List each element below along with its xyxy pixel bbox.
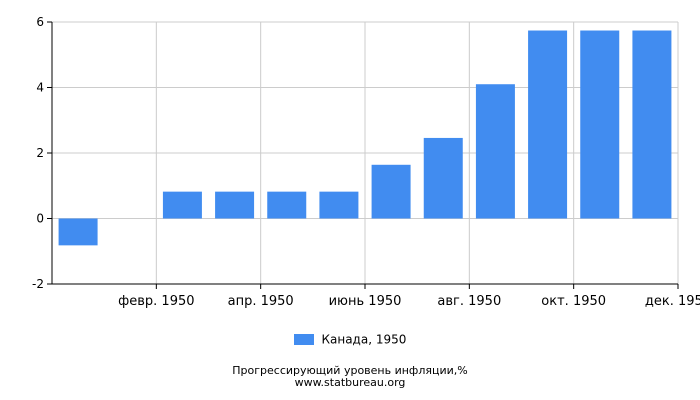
y-tick-label: 2	[36, 146, 44, 160]
y-tick-label: 6	[36, 15, 44, 29]
legend-swatch	[293, 334, 314, 345]
bar	[162, 191, 202, 219]
x-tick-label: июнь 1950	[329, 294, 402, 309]
chart-title: Прогрессирующий уровень инфляции,%	[232, 364, 468, 377]
x-axis-ticks: февр. 1950 апр. 1950 июнь 1950 авг. 1950 окт…	[118, 284, 700, 309]
bars	[58, 30, 672, 246]
x-tick-label: апр. 1950	[228, 294, 294, 309]
x-tick-label: февр. 1950	[118, 294, 194, 309]
source-url: www.statbureau.org	[294, 376, 406, 389]
bar	[528, 30, 568, 219]
bar	[58, 218, 98, 246]
y-tick-label: 4	[36, 81, 44, 95]
grid-lines	[52, 21, 679, 285]
bar	[371, 164, 411, 219]
bar	[215, 191, 255, 219]
bar	[475, 84, 515, 219]
x-tick-label: дек. 1950	[645, 294, 700, 309]
bar	[267, 191, 307, 219]
bar	[580, 30, 620, 219]
y-tick-label: -2	[32, 277, 44, 291]
x-tick-label: окт. 1950	[541, 294, 606, 309]
bar	[319, 191, 359, 219]
legend-label: Канада, 1950	[321, 332, 407, 347]
y-tick-label: 0	[36, 212, 44, 226]
chart-canvas: -2 0 2 4 6 февр. 1950 апр. 1950 июнь 1950 авг. …	[32, 15, 700, 309]
y-axis-ticks: -2 0 2 4 6	[32, 15, 52, 291]
bar	[423, 137, 463, 219]
legend: Канада, 1950	[0, 332, 700, 347]
bar	[632, 30, 672, 219]
x-tick-label: авг. 1950	[437, 294, 501, 309]
